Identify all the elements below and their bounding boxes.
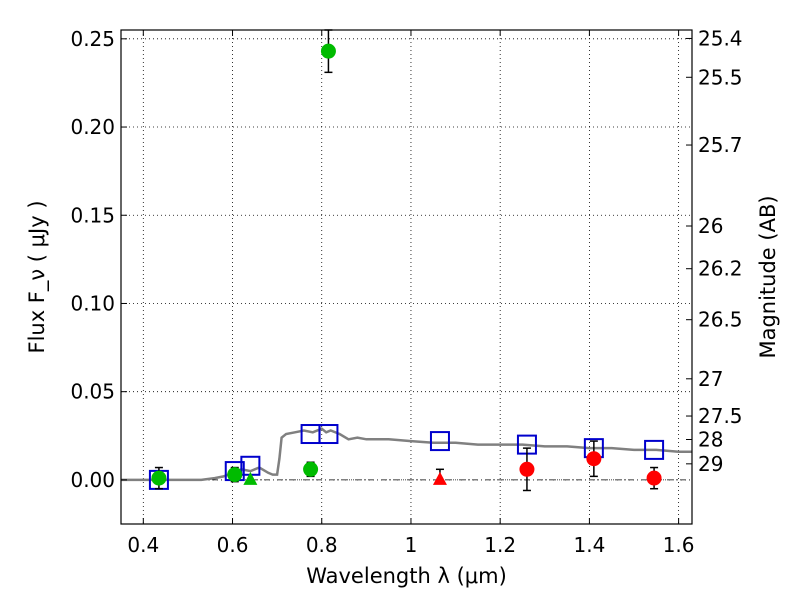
- red-data-point: [586, 451, 602, 467]
- model-photometry-square: [429, 431, 450, 452]
- green-upper-limit-triangle: [243, 471, 258, 485]
- model-photometry-square: [318, 424, 339, 445]
- y2-axis-label: Magnitude (AB): [756, 195, 780, 358]
- x-tick-label: 1.4: [573, 533, 605, 557]
- y2-tick-label: 26: [698, 214, 723, 238]
- y-axis-label: Flux F_ν ( μJy ): [25, 200, 50, 353]
- y2-tick-label: 26.2: [698, 257, 743, 281]
- model-sed-line: [121, 427, 692, 482]
- x-tick-label: 0.4: [127, 533, 159, 557]
- y-tick-label: 0.15: [70, 203, 115, 227]
- red-upper-limit-triangle: [432, 471, 447, 485]
- y2-tick-label: 29: [698, 452, 723, 476]
- y-tick-label: 0.05: [70, 380, 115, 404]
- y2-tick-label: 27: [698, 367, 723, 391]
- y2-tick-label: 25.5: [698, 65, 743, 89]
- model-photometry-square: [644, 439, 665, 460]
- x-tick-label: 1.6: [663, 533, 695, 557]
- x-tick-label: 1.2: [484, 533, 516, 557]
- green-data-point: [303, 461, 319, 477]
- red-data-point: [646, 470, 662, 486]
- y2-tick-label: 27.5: [698, 404, 743, 428]
- y2-tick-label: 25.4: [698, 26, 743, 50]
- y2-tick-label: 25.7: [698, 133, 743, 157]
- y-tick-label: 0.10: [70, 291, 115, 315]
- x-tick-label: 0.6: [217, 533, 249, 557]
- green-data-point: [151, 470, 167, 486]
- green-data-point: [227, 467, 243, 483]
- plot-area: [121, 30, 692, 524]
- x-axis-label: Wavelength λ (μm): [306, 564, 507, 588]
- x-tick-label: 1: [405, 533, 418, 557]
- y-tick-label: 0.00: [70, 468, 115, 492]
- green-data-point: [320, 43, 336, 59]
- y2-tick-label: 28: [698, 427, 723, 451]
- y2-tick-label: 26.5: [698, 308, 743, 332]
- y-tick-label: 0.20: [70, 115, 115, 139]
- red-data-point: [519, 461, 535, 477]
- y-tick-label: 0.25: [70, 27, 115, 51]
- plot-frame: [120, 29, 693, 525]
- x-tick-label: 0.8: [306, 533, 338, 557]
